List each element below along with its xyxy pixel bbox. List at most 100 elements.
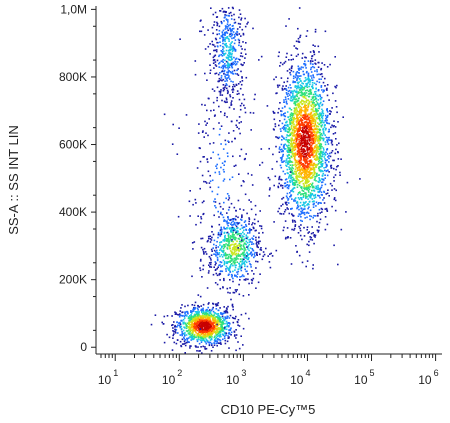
data-point	[314, 91, 316, 93]
data-point	[208, 318, 210, 321]
data-point	[286, 154, 289, 157]
data-point	[230, 103, 233, 106]
y-tick-label: 200K	[59, 273, 87, 287]
data-point	[283, 81, 285, 84]
data-point	[300, 107, 303, 109]
data-point	[244, 111, 247, 114]
data-point	[321, 158, 323, 161]
data-point	[224, 228, 227, 230]
data-point	[290, 168, 293, 170]
data-point	[238, 16, 240, 19]
data-point	[231, 89, 233, 91]
data-point	[321, 211, 323, 213]
data-point	[314, 120, 317, 123]
data-point	[228, 273, 230, 276]
data-point	[218, 29, 221, 32]
data-point	[214, 323, 217, 326]
data-point	[209, 326, 211, 328]
data-point	[244, 268, 246, 271]
data-point	[193, 307, 195, 309]
data-point	[238, 116, 241, 118]
data-point	[303, 63, 305, 65]
data-point	[311, 120, 314, 122]
data-point	[319, 218, 322, 221]
data-point	[305, 170, 308, 173]
data-point	[213, 239, 216, 242]
data-point	[198, 320, 201, 323]
data-point	[291, 166, 293, 168]
data-point	[196, 313, 199, 316]
data-point	[239, 13, 242, 15]
data-point	[304, 169, 307, 172]
data-point	[312, 65, 314, 68]
data-point	[308, 251, 311, 253]
data-point	[210, 261, 212, 264]
data-point	[237, 216, 239, 219]
data-point	[224, 14, 226, 16]
data-point	[290, 97, 292, 99]
data-point	[241, 102, 243, 105]
data-point	[316, 164, 319, 166]
data-point	[212, 346, 214, 348]
data-point	[188, 336, 191, 338]
data-point	[244, 220, 247, 222]
data-point	[312, 103, 314, 106]
data-point	[324, 141, 327, 143]
data-point	[234, 218, 237, 221]
data-point	[291, 179, 294, 182]
data-point	[300, 85, 303, 87]
data-point	[228, 195, 230, 197]
data-point	[266, 105, 269, 107]
data-point	[309, 127, 311, 129]
data-point	[318, 135, 320, 137]
data-point	[234, 72, 237, 75]
data-point	[307, 232, 309, 234]
data-point	[300, 164, 303, 166]
data-point	[306, 140, 309, 143]
data-point	[307, 189, 310, 192]
data-point	[302, 179, 304, 182]
data-point	[216, 22, 219, 25]
data-point	[215, 244, 217, 247]
data-point	[240, 241, 242, 243]
data-point	[235, 237, 237, 239]
data-point	[278, 175, 281, 178]
data-point	[193, 320, 195, 322]
data-point	[318, 118, 321, 121]
data-point	[302, 193, 304, 195]
data-point	[320, 170, 322, 173]
data-point	[235, 255, 238, 258]
data-point	[210, 338, 213, 340]
data-point	[297, 27, 299, 30]
data-point	[293, 45, 296, 47]
data-point	[212, 310, 215, 313]
data-point	[213, 21, 216, 23]
data-point	[190, 327, 193, 329]
data-point	[240, 121, 242, 123]
data-point	[305, 92, 308, 94]
data-point	[316, 148, 318, 151]
data-point	[181, 319, 183, 322]
data-point	[245, 223, 247, 226]
data-point	[230, 228, 233, 230]
data-point	[183, 321, 185, 324]
data-point	[230, 327, 232, 329]
data-point	[324, 134, 326, 136]
data-point	[301, 198, 303, 201]
data-point	[305, 159, 307, 161]
data-point	[320, 181, 323, 184]
data-point	[202, 26, 204, 28]
data-point	[316, 135, 318, 138]
data-point	[225, 257, 227, 260]
data-point	[191, 335, 194, 338]
data-point	[215, 305, 218, 307]
data-point	[298, 160, 301, 163]
data-point	[307, 181, 309, 183]
data-point	[252, 27, 254, 30]
data-point	[230, 235, 232, 238]
data-point	[250, 264, 252, 266]
data-point	[287, 128, 289, 130]
data-point	[287, 236, 289, 238]
data-point	[234, 32, 237, 35]
data-point	[296, 200, 299, 203]
